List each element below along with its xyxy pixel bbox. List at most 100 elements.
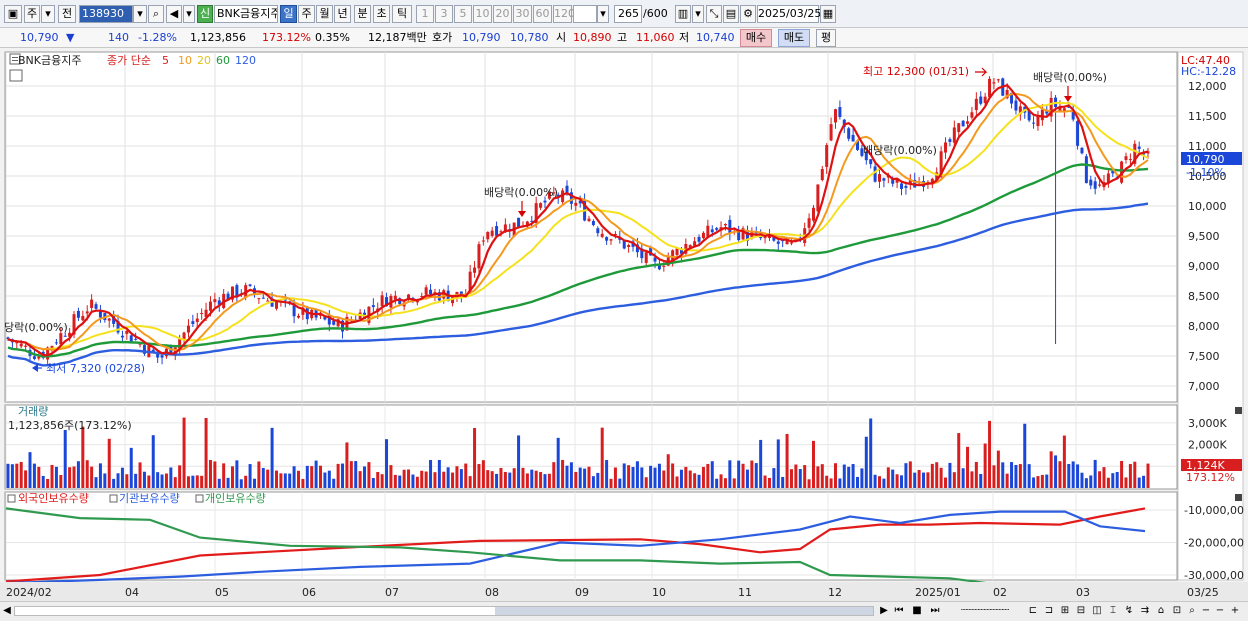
save-icon[interactable]: ▤ [723, 5, 739, 23]
prev-button[interactable]: 전 [58, 5, 76, 23]
volume-bar [1067, 463, 1071, 488]
candle-body [737, 230, 741, 241]
stop-icon[interactable]: ■ [912, 605, 922, 616]
candle-body [182, 332, 186, 340]
interval-dropdown-icon[interactable]: ▾ [597, 5, 609, 23]
interval-60[interactable]: 60 [533, 5, 552, 23]
volume-bar [693, 473, 697, 488]
candle-body [371, 305, 375, 308]
volume-bar [305, 465, 309, 488]
candle-body [530, 220, 534, 222]
holdings-panel-close-icon [1235, 494, 1242, 501]
search-zoom-icon[interactable]: ⌕ [1189, 605, 1195, 616]
interval-20[interactable]: 20 [493, 5, 512, 23]
period-day[interactable]: 일 [280, 5, 297, 23]
last-page-icon[interactable]: ⏭ [930, 605, 940, 616]
tool-icon-8[interactable]: ⇉ [1140, 605, 1150, 616]
period-month[interactable]: 월 [316, 5, 333, 23]
volume-bar [613, 467, 617, 488]
count-input[interactable]: 265 [614, 5, 642, 23]
period-second[interactable]: 초 [373, 5, 390, 23]
tool-icon-2[interactable]: ⊐ [1044, 605, 1054, 616]
volume-bar [913, 472, 917, 488]
candle-body [706, 225, 710, 237]
interval-1[interactable]: 1 [416, 5, 434, 23]
tool-icon-4[interactable]: ⊟ [1076, 605, 1086, 616]
window-icon[interactable]: ▣ [4, 5, 22, 23]
line-icon[interactable]: ⤡ [706, 5, 722, 23]
speaker-icon[interactable]: ◀ [166, 5, 182, 23]
volume-bar [134, 473, 138, 488]
scroll-left-icon[interactable]: ◀ [3, 605, 11, 616]
candle-body [481, 240, 485, 242]
date-input[interactable]: 2025/03/25 [757, 5, 821, 23]
volume-bar [248, 464, 252, 488]
candle-body [1040, 109, 1044, 121]
gear-icon[interactable]: ⚙ [740, 5, 756, 23]
interval-120[interactable]: 120 [553, 5, 575, 23]
candle-body [341, 320, 345, 332]
tool-icon-3[interactable]: ⊞ [1060, 605, 1070, 616]
first-page-icon[interactable]: ⏮ [894, 605, 904, 616]
volume-bar [266, 469, 270, 488]
buy-button[interactable]: 매수 [740, 29, 772, 47]
scrollbar-thumb[interactable] [495, 607, 873, 615]
zoom-slider[interactable]: ┈┈┈┈┈┈┈┈ [960, 605, 1010, 616]
candle-body [301, 307, 305, 315]
scroll-right-icon[interactable]: ▶ [880, 605, 888, 616]
period-tick[interactable]: 틱 [392, 5, 412, 23]
volume-bar [829, 478, 833, 488]
volume-bar [297, 470, 301, 488]
candle-body [675, 248, 679, 256]
volume-bar [1089, 475, 1093, 488]
candle-body [939, 151, 943, 177]
zoom-in-icon[interactable]: + [1230, 605, 1240, 616]
candle-body [829, 124, 833, 141]
volume-bar [50, 464, 54, 488]
interval-input[interactable] [573, 5, 597, 23]
volume-bar [794, 464, 798, 488]
tool-icon-10[interactable]: ⊡ [1172, 605, 1182, 616]
volume-bar [552, 462, 556, 488]
period-minute[interactable]: 분 [354, 5, 371, 23]
volume-bar [1005, 473, 1009, 488]
indicator-icon[interactable]: ▥ [675, 5, 691, 23]
stock-chart[interactable]: BNK금융지주 종가 단순 5 10 20 60 120 최고 12,300 (… [0, 48, 1248, 601]
speaker-dropdown-icon[interactable]: ▾ [183, 5, 195, 23]
tool-icon-9[interactable]: ⌂ [1157, 605, 1165, 616]
scrollbar-track[interactable] [14, 606, 874, 616]
indicator-dropdown-icon[interactable]: ▾ [692, 5, 704, 23]
zoom-minus-icon[interactable]: − [1215, 605, 1225, 616]
code-input[interactable]: 138930 [79, 5, 133, 23]
calendar-icon[interactable]: ▦ [820, 5, 836, 23]
code-dropdown-icon[interactable]: ▾ [133, 5, 147, 23]
search-icon[interactable]: ⌕ [148, 5, 164, 23]
candle-body [851, 134, 855, 142]
chart-area[interactable]: BNK금융지주 종가 단순 5 10 20 60 120 최고 12,300 (… [0, 48, 1248, 601]
tool-icon-6[interactable]: ⌶ [1110, 605, 1116, 616]
market-dropdown-icon[interactable]: ▾ [41, 5, 55, 23]
interval-10[interactable]: 10 [473, 5, 492, 23]
period-year[interactable]: 년 [334, 5, 351, 23]
candle-body [85, 311, 89, 314]
period-week[interactable]: 주 [298, 5, 315, 23]
quote-amount: 12,187백만 [368, 31, 427, 44]
volume-bar [1137, 477, 1141, 488]
sell-button[interactable]: 매도 [778, 29, 810, 47]
tool-icon-1[interactable]: ⊏ [1028, 605, 1038, 616]
market-select[interactable]: 주 [24, 5, 40, 23]
interval-3[interactable]: 3 [435, 5, 453, 23]
tool-icon-7[interactable]: ↯ [1124, 605, 1134, 616]
volume-bar [957, 433, 961, 488]
volume-bar [798, 469, 802, 488]
interval-30[interactable]: 30 [513, 5, 532, 23]
eval-button[interactable]: 평 [816, 29, 836, 47]
candle-body [244, 285, 248, 298]
candle-body [1049, 97, 1053, 117]
tool-icon-5[interactable]: ◫ [1092, 605, 1102, 616]
candle-body [1062, 108, 1066, 112]
zoom-out-icon[interactable]: − [1201, 605, 1211, 616]
table-icon [9, 69, 23, 82]
candle-body [63, 335, 67, 337]
interval-5[interactable]: 5 [454, 5, 472, 23]
